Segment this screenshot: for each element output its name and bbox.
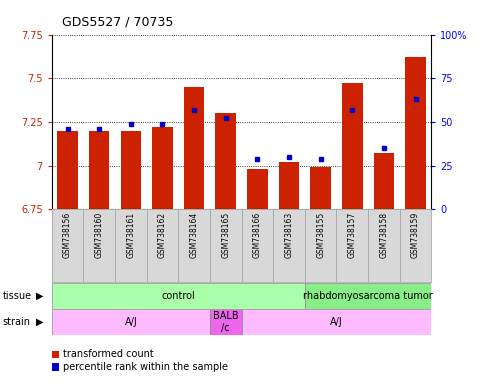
Bar [184,87,205,209]
Text: GDS5527 / 70735: GDS5527 / 70735 [62,15,173,28]
Bar [305,283,431,309]
Bar [152,127,173,209]
Text: GSM738162: GSM738162 [158,212,167,258]
Text: A/J: A/J [124,317,137,327]
Text: ▶: ▶ [35,317,43,327]
Text: A/J: A/J [330,317,343,327]
Text: GSM738166: GSM738166 [253,212,262,258]
Text: BALB
/c: BALB /c [213,311,239,333]
Bar [121,131,141,209]
Text: percentile rank within the sample: percentile rank within the sample [63,362,228,372]
Text: GSM738157: GSM738157 [348,212,357,258]
Text: control: control [161,291,195,301]
Text: GSM738163: GSM738163 [284,212,293,258]
Bar [247,169,268,209]
Bar [279,162,299,209]
Text: GSM738165: GSM738165 [221,212,230,258]
Bar [311,167,331,209]
Bar [242,309,431,335]
Bar [210,309,242,335]
Text: GSM738158: GSM738158 [380,212,388,258]
Text: GSM738160: GSM738160 [95,212,104,258]
Text: GSM738159: GSM738159 [411,212,420,258]
Bar [89,131,109,209]
Text: GSM738156: GSM738156 [63,212,72,258]
Text: transformed count: transformed count [63,349,153,359]
Text: tissue: tissue [2,291,32,301]
Text: strain: strain [2,317,31,327]
Bar [374,153,394,209]
Text: GSM738164: GSM738164 [190,212,199,258]
Text: rhabdomyosarcoma tumor: rhabdomyosarcoma tumor [303,291,433,301]
Bar [342,83,362,209]
Bar [215,113,236,209]
Text: ▶: ▶ [35,291,43,301]
Text: GSM738155: GSM738155 [316,212,325,258]
Bar [57,131,78,209]
Bar [52,309,210,335]
Bar [52,283,305,309]
Bar [405,57,426,209]
Text: GSM738161: GSM738161 [126,212,136,258]
